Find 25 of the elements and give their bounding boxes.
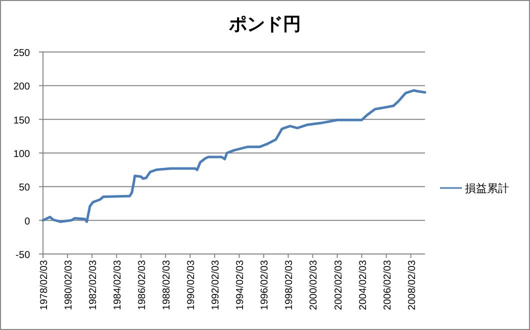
x-tick-label: 1998/02/03 [284,260,296,310]
legend-label: 損益累計 [465,182,509,195]
y-tick-label: 100 [13,149,30,160]
x-tick-label: 2000/02/03 [308,260,320,310]
x-tick-label: 1994/02/03 [235,260,246,310]
x-tick-label: 1986/02/03 [137,260,148,310]
y-tick-label: 250 [13,48,30,59]
x-tick-label: 1982/02/03 [88,260,100,310]
y-tick-label: 150 [13,115,30,126]
x-tick-label: 1978/02/03 [39,260,50,310]
x-tick-label: 1992/02/03 [210,260,222,310]
x-tick-label: 1988/02/03 [162,260,173,310]
y-tick-label: 0 [24,216,30,228]
x-tick-label: 2006/02/03 [382,260,394,310]
y-tick-label: 50 [18,182,30,194]
y-tick-label: 200 [13,82,30,93]
chart-title: ポンド円 [228,14,301,34]
x-tick-label: 1980/02/03 [64,260,75,310]
x-tick-label: 1984/02/03 [112,260,124,310]
x-tick-label: 1990/02/03 [186,260,198,310]
x-tick-label: 2002/02/03 [333,260,344,310]
x-tick-label: 1996/02/03 [260,260,271,310]
x-tick-label: 2004/02/03 [358,260,369,310]
x-tick-label: 2008/02/03 [406,260,418,310]
y-tick-label: -50 [16,250,30,261]
